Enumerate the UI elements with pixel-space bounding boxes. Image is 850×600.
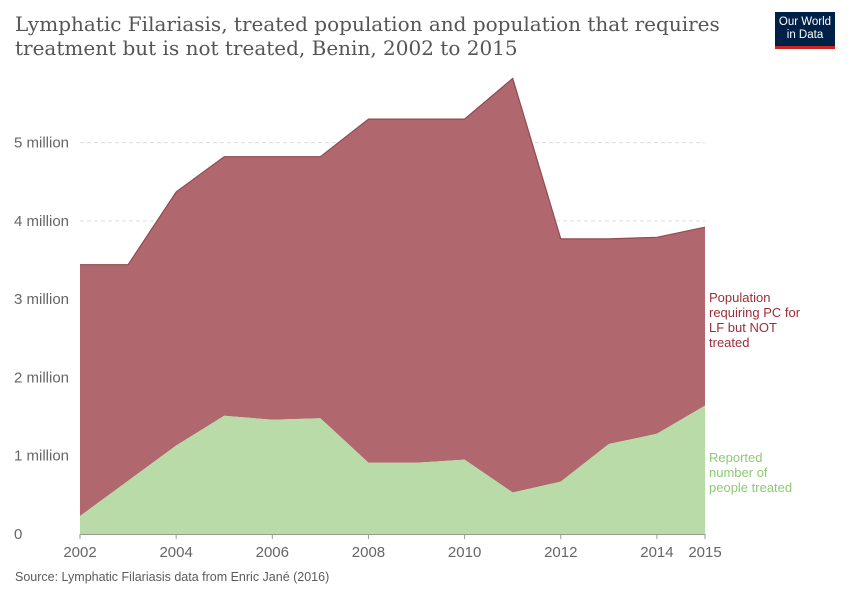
- area-not-treated: [80, 78, 705, 517]
- logo-line-2: in Data: [786, 29, 824, 41]
- owid-logo[interactable]: Our World in Data: [775, 12, 835, 49]
- chart-title: Lymphatic Filariasis, treated population…: [15, 12, 720, 60]
- y-tick-label: 4 million: [14, 213, 69, 230]
- label-treated-line: number of: [709, 465, 768, 480]
- y-tick-label: 5 million: [14, 135, 69, 152]
- x-tick-label: 2015: [688, 544, 721, 561]
- label-not-treated-line: treated: [709, 335, 749, 350]
- line-not-treated: [80, 77, 706, 266]
- y-tick-label: 0: [14, 526, 22, 543]
- logo-line-1: Our World: [778, 16, 832, 28]
- label-treated-line: Reported: [709, 450, 762, 465]
- area-series: [80, 77, 706, 534]
- x-tick-label: 2012: [544, 544, 577, 561]
- logo-accent-bar: [775, 46, 835, 49]
- x-tick-label: 2010: [448, 544, 481, 561]
- y-tick-label: 2 million: [14, 369, 69, 386]
- x-tick-label: 2008: [352, 544, 385, 561]
- axes: 0 1 million 2 million 3 million 4 million 5 m…: [14, 135, 722, 561]
- label-treated-line: people treated: [709, 480, 792, 495]
- area-treated: [80, 405, 705, 534]
- x-tick-label: 2004: [159, 544, 192, 561]
- x-tick-label: 2002: [63, 544, 96, 561]
- y-tick-label: 1 million: [14, 448, 69, 465]
- label-not-treated-line: requiring PC for: [709, 305, 801, 320]
- y-tick-label: 3 million: [14, 291, 69, 308]
- source-note: Source: Lymphatic Filariasis data from E…: [15, 570, 330, 584]
- label-not-treated-line: Population: [709, 290, 770, 305]
- x-tick-label: 2014: [640, 544, 673, 561]
- label-not-treated-line: LF but NOT: [709, 320, 777, 335]
- x-tick-label: 2006: [256, 544, 289, 561]
